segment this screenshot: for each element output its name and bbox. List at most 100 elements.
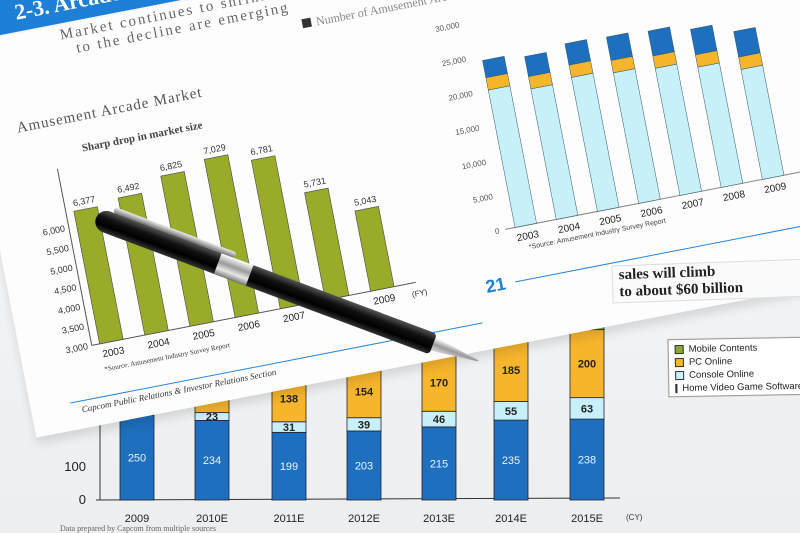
y-tick-label: 4,000 <box>57 302 81 316</box>
bar <box>250 155 305 310</box>
x-tick-label: 2009 <box>763 181 787 196</box>
x-tick-label: 2013E <box>423 513 455 525</box>
bar-segment <box>119 414 155 501</box>
x-tick-label: 2006 <box>237 319 261 334</box>
data-label: 5,731 <box>303 176 327 190</box>
y-tick-label: 5,500 <box>46 243 70 257</box>
x-tick-label: 2010E <box>196 513 228 525</box>
bar-segment <box>606 32 633 61</box>
bar <box>73 206 124 345</box>
bar-segment <box>740 64 785 180</box>
x-tick-label: 2006 <box>640 205 664 220</box>
x-unit: (CY) <box>626 513 643 522</box>
x-tick-label: 2004 <box>147 336 171 351</box>
data-label: 154 <box>355 387 374 399</box>
bar-segment <box>733 27 761 58</box>
data-label: 234 <box>203 455 221 467</box>
bar-segment <box>421 426 457 501</box>
source-note: *Source: Amusement Industry Survey Repor… <box>528 218 666 251</box>
data-label: 200 <box>578 359 596 371</box>
data-label: 46 <box>433 414 445 426</box>
legend-swatch <box>674 357 684 368</box>
bar-segment <box>493 419 529 501</box>
bar-segment <box>690 24 718 56</box>
y-tick-label: 10,000 <box>461 158 487 172</box>
x-tick-label: 2009 <box>125 513 149 525</box>
data-label: 31 <box>283 422 295 434</box>
x-tick-label: 2003 <box>102 345 126 360</box>
data-label: 250 <box>128 453 146 465</box>
data-label: 39 <box>358 419 370 431</box>
data-label: 203 <box>355 460 373 472</box>
y-tick-label: 30,000 <box>434 20 460 34</box>
y-tick-label: 3,000 <box>65 341 89 355</box>
x-tick-label: 2011E <box>274 513 305 525</box>
legend-label: PC Online <box>688 356 733 368</box>
y-tick-label: 3,500 <box>61 322 85 336</box>
y-tick-label: 20,000 <box>448 89 474 103</box>
x-tick-label: 2004 <box>557 221 581 236</box>
legend-swatch <box>301 17 312 29</box>
y-tick-label: 5,000 <box>49 263 73 277</box>
bar <box>203 154 259 318</box>
bar-segment <box>271 431 307 501</box>
y-tick-label: 4,500 <box>53 282 77 296</box>
bar <box>354 206 395 292</box>
data-label: 63 <box>581 403 593 415</box>
legend-item-home: Home Video Game Software <box>675 380 800 395</box>
data-label: 185 <box>502 365 520 377</box>
y-axis <box>56 168 93 346</box>
x-tick-label: 2012E <box>348 513 380 525</box>
legend-label: Mobile Contents <box>688 342 758 355</box>
bar-segment <box>530 84 579 220</box>
x-tick-label: 2007 <box>282 310 306 325</box>
x-tick-label: 2005 <box>192 328 216 343</box>
legend-swatch <box>675 384 678 394</box>
x-unit: (FY) <box>411 287 428 299</box>
headline: sales will climb to about $60 billion <box>611 258 800 304</box>
bar-segment <box>488 85 537 228</box>
y-tick-label: 0 <box>494 226 501 236</box>
bar-segment <box>346 430 382 501</box>
bar-segment <box>564 39 591 66</box>
data-label: 55 <box>505 406 517 418</box>
chart-title: Sharp drop in market size <box>81 119 204 154</box>
x-tick-label: 2015E <box>571 513 603 525</box>
bar-segment <box>613 68 661 204</box>
y-tick-label: 0 <box>79 492 86 507</box>
y-tick-label: 100 <box>64 459 86 474</box>
y-tick-label: 5,000 <box>472 192 494 205</box>
bar-segment <box>482 55 508 78</box>
x-tick-label: 2005 <box>598 213 622 228</box>
data-label: 6,377 <box>72 194 96 208</box>
data-label: 238 <box>578 455 596 467</box>
legend-label: Console Online <box>689 368 755 381</box>
x-tick-label: 2007 <box>681 197 705 212</box>
bar-segment <box>524 52 551 77</box>
data-label: 7,029 <box>203 142 227 156</box>
data-label: 6,492 <box>116 181 140 195</box>
bar-segment <box>697 62 744 188</box>
data-label: 23 <box>206 412 218 424</box>
top-page: 2-3. Arcade Operations Market continues … <box>0 0 800 438</box>
y-tick-label: 15,000 <box>454 123 480 137</box>
x-tick-label: 2014E <box>495 513 527 525</box>
bar-segment <box>569 329 605 399</box>
legend-swatch <box>674 344 684 355</box>
bar-segment <box>569 418 605 501</box>
data-label: 5,043 <box>353 194 377 208</box>
x-tick-label: 2003 <box>516 229 540 244</box>
data-label: 199 <box>280 461 298 473</box>
bar-segment <box>654 63 702 196</box>
data-label: 170 <box>430 377 448 389</box>
x-tick-label: 2009 <box>373 293 397 308</box>
data-label: 138 <box>280 393 298 405</box>
bar <box>304 187 350 301</box>
bar-segment <box>493 338 529 402</box>
data-label: 6,825 <box>159 159 183 173</box>
chart-legend: Mobile Contents PC Online Console Online… <box>667 336 800 398</box>
y-tick-label: 6,000 <box>42 223 66 237</box>
bar-segment <box>571 72 620 212</box>
x-tick-label: 2008 <box>722 189 746 204</box>
page-number: 21 <box>483 273 508 297</box>
